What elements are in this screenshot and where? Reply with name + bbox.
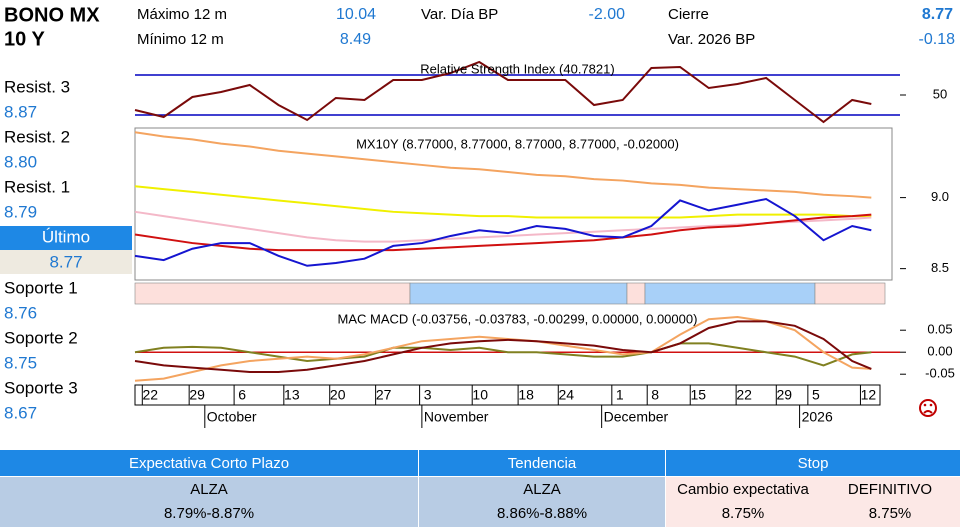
level-value: 8.87 — [4, 102, 37, 121]
x-tick-label: 5 — [812, 387, 820, 403]
series-line — [134, 197, 872, 267]
stat-label: Mínimo 12 m — [137, 31, 224, 48]
series-line — [134, 131, 872, 199]
table-text: ALZA — [190, 481, 228, 498]
x-tick-label: 13 — [284, 387, 300, 403]
stat-value: 10.04 — [336, 6, 376, 23]
x-tick-label: 24 — [558, 387, 574, 403]
table-text: 8.75% — [722, 505, 765, 522]
x-tick-label: 12 — [861, 387, 877, 403]
table-text: DEFINITIVO — [848, 481, 932, 498]
x-tick-label: 20 — [330, 387, 346, 403]
x-axis-frame — [134, 384, 881, 406]
last-box — [0, 226, 132, 250]
series-line — [134, 60, 872, 124]
level-value: 8.76 — [4, 303, 37, 322]
y-tick-label: 9.0 — [931, 189, 949, 204]
stat-label: Máximo 12 m — [137, 6, 227, 23]
signal-bands — [134, 282, 886, 305]
table-header — [666, 450, 960, 476]
stat-value: -0.18 — [919, 31, 956, 48]
last-value-box — [0, 250, 132, 274]
x-tick-label: 29 — [189, 387, 205, 403]
level-value: 8.79 — [4, 202, 37, 221]
y-tick-label: 8.5 — [931, 260, 949, 275]
x-tick-label: 8 — [651, 387, 659, 403]
band — [409, 282, 628, 305]
y-tick-label: 0.05 — [927, 322, 952, 337]
x-tick-label: 22 — [736, 387, 752, 403]
month-label: 2026 — [802, 409, 833, 425]
icon — [919, 399, 937, 417]
stat-label: Cierre — [668, 6, 709, 23]
series-line — [134, 213, 872, 252]
icon — [929, 403, 933, 407]
level-value: 8.67 — [4, 403, 37, 422]
band — [644, 282, 816, 305]
table-header — [419, 450, 665, 476]
level-label: Soporte 1 — [4, 278, 78, 297]
chart-title: MAC MACD (-0.03756, -0.03783, -0.00299, … — [338, 311, 698, 326]
month-label: November — [424, 409, 489, 425]
series-line — [134, 320, 872, 373]
band — [626, 282, 646, 305]
title: BONO MX — [4, 4, 100, 26]
stat-value: 8.77 — [922, 6, 953, 23]
table-cell — [0, 477, 418, 527]
stat-value: 8.49 — [340, 31, 371, 48]
x-tick-label: 3 — [424, 387, 432, 403]
chart-title: Relative Strength Index (40.7821) — [420, 61, 614, 76]
y-tick-label: 50 — [933, 86, 947, 101]
table-text: Cambio expectativa — [677, 481, 809, 498]
x-tick-label: 10 — [472, 387, 488, 403]
stat-value: -2.00 — [589, 6, 626, 23]
table-cell — [419, 477, 665, 527]
x-tick-label: 6 — [238, 387, 246, 403]
series-line — [134, 342, 872, 367]
chart-title: MX10Y (8.77000, 8.77000, 8.77000, 8.7700… — [356, 136, 679, 151]
table-header-text: Expectativa Corto Plazo — [129, 455, 289, 472]
stat-label: Var. 2026 BP — [668, 31, 755, 48]
band — [134, 282, 411, 305]
level-value: 8.80 — [4, 152, 37, 171]
title: 10 Y — [4, 28, 45, 50]
x-tick-label: 15 — [690, 387, 706, 403]
x-tick-label: 1 — [616, 387, 624, 403]
level-label: Resist. 1 — [4, 177, 70, 196]
sad-icon — [919, 399, 937, 417]
price-frame — [134, 127, 893, 281]
stat-label: Var. Día BP — [421, 6, 498, 23]
series-line — [134, 185, 872, 219]
x-tick-label: 29 — [777, 387, 793, 403]
month-label: October — [207, 409, 257, 425]
table-text: 8.86%-8.88% — [497, 505, 587, 522]
x-tick-label: 27 — [376, 387, 392, 403]
band — [814, 282, 886, 305]
level-value: 8.75 — [4, 353, 37, 372]
month-label: December — [604, 409, 669, 425]
table-text: 8.79%-8.87% — [164, 505, 254, 522]
icon — [923, 410, 933, 414]
table-text: ALZA — [523, 481, 561, 498]
table-header-text: Stop — [798, 455, 829, 472]
table-cell — [666, 477, 960, 527]
x-tick-label: 22 — [143, 387, 159, 403]
y-tick-label: -0.05 — [925, 366, 955, 381]
table-header — [0, 450, 418, 476]
level-label: Soporte 3 — [4, 378, 78, 397]
level-value: 8.77 — [49, 252, 82, 271]
y-tick-label: 0.00 — [927, 344, 952, 359]
level-label: Resist. 3 — [4, 77, 70, 96]
level-label: Soporte 2 — [4, 328, 78, 347]
x-tick-label: 18 — [518, 387, 534, 403]
level-label: Resist. 2 — [4, 127, 70, 146]
table-text: 8.75% — [869, 505, 912, 522]
level-label: Último — [42, 227, 90, 246]
icon — [923, 403, 927, 407]
table-header-text: Tendencia — [508, 455, 577, 472]
